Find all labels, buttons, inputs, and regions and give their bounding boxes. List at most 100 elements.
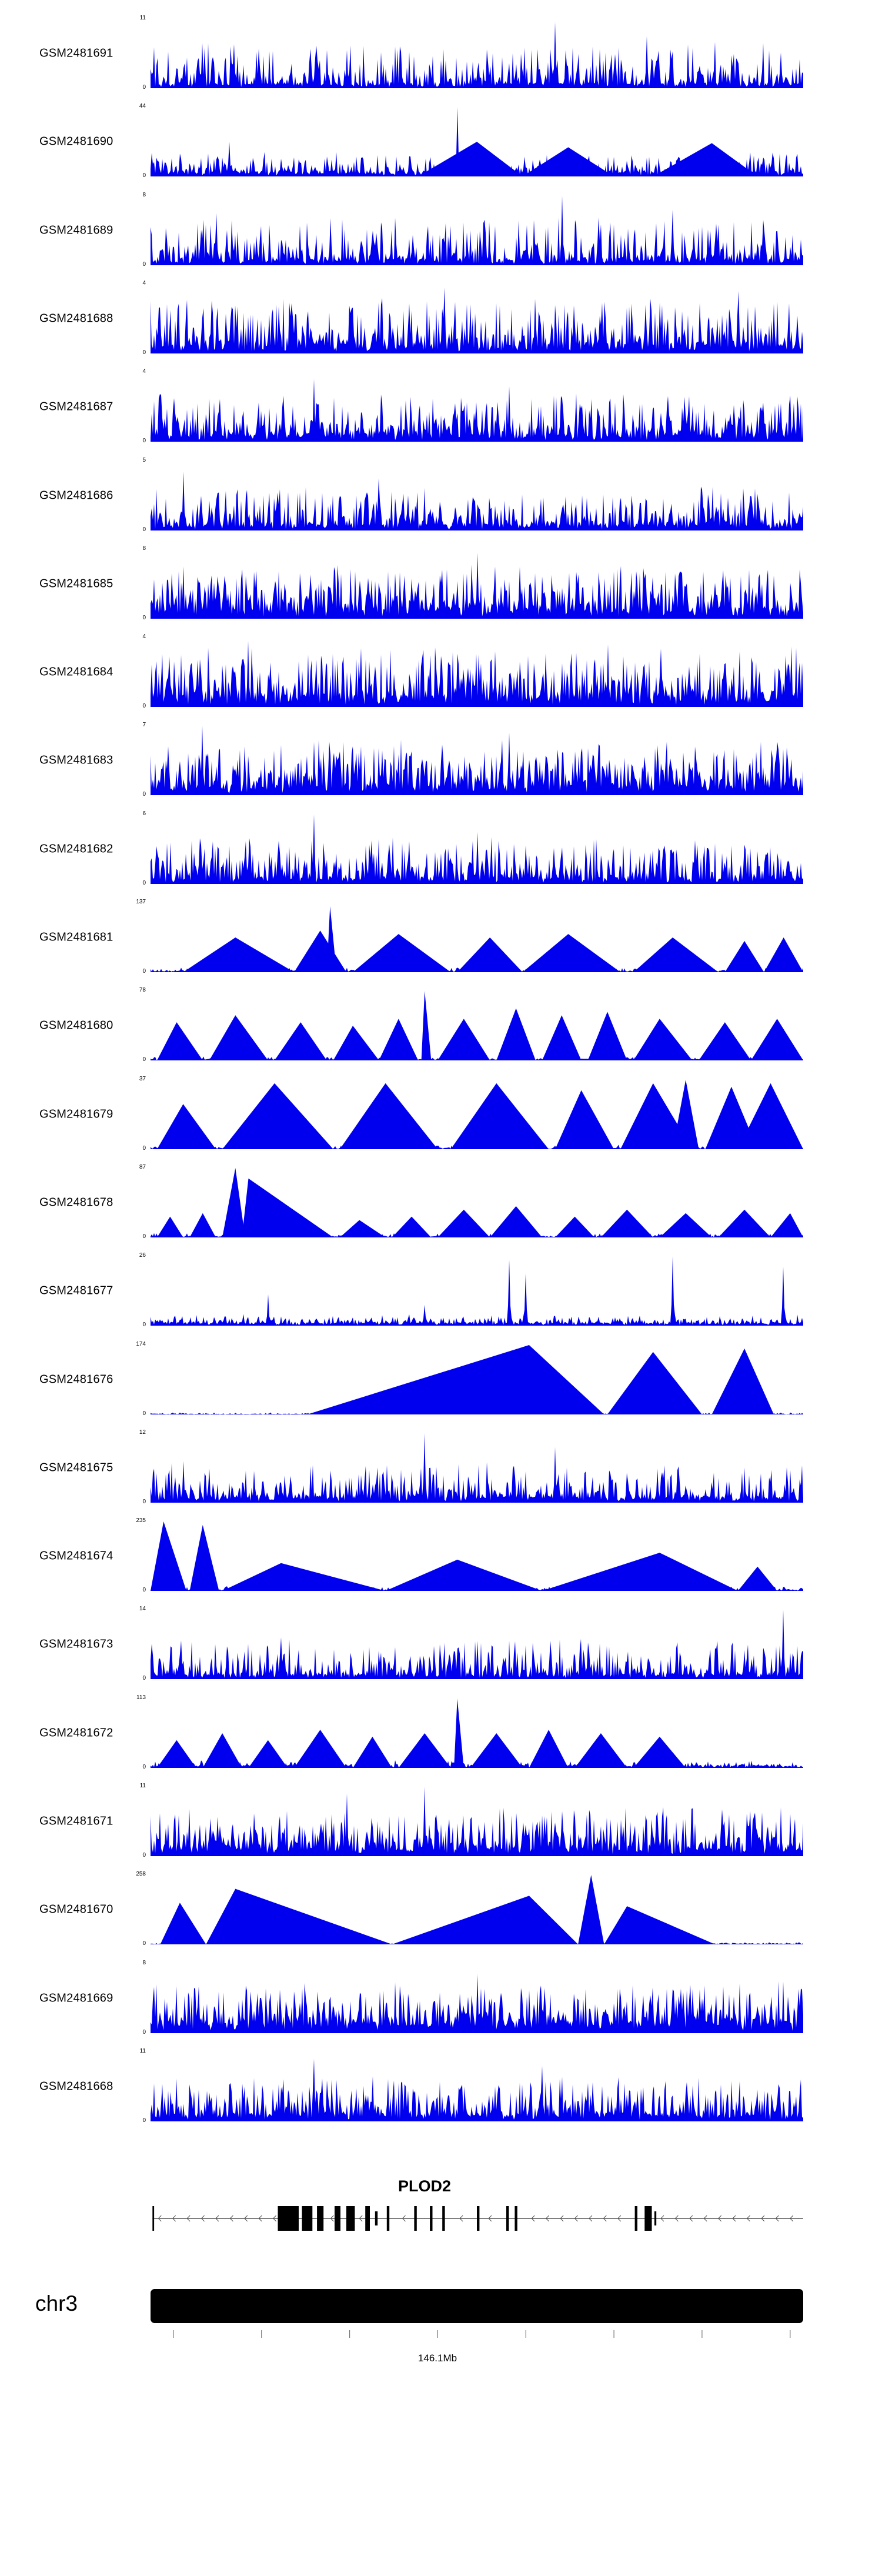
signal-area — [151, 726, 803, 795]
track-row-GSM2481672: GSM2481672 113 0 — [0, 1695, 882, 1770]
strand-arrow-icon — [158, 2215, 162, 2222]
track-label: GSM2481679 — [39, 1107, 113, 1121]
signal-area — [151, 1345, 803, 1414]
exon-box — [514, 2206, 517, 2231]
signal-area — [151, 1433, 803, 1503]
track-signal-plot — [151, 991, 803, 1060]
track-row-GSM2481676: GSM2481676 174 0 — [0, 1341, 882, 1417]
strand-arrow-icon — [746, 2215, 750, 2222]
track-label: GSM2481690 — [39, 135, 113, 148]
track-ymax-label: 11 — [139, 15, 146, 21]
track-ymin-label: 0 — [142, 1410, 146, 1417]
signal-area — [151, 1787, 803, 1856]
strand-arrow-icon — [201, 2215, 205, 2222]
track-row-GSM2481685: GSM2481685 8 0 — [0, 545, 882, 621]
strand-arrow-icon — [186, 2215, 191, 2222]
track-row-GSM2481681: GSM2481681 137 0 — [0, 899, 882, 975]
track-signal-plot — [151, 549, 803, 619]
signal-area — [151, 22, 803, 88]
signal-area — [151, 196, 803, 265]
track-ymin-label: 0 — [142, 703, 146, 709]
track-row-GSM2481669: GSM2481669 8 0 — [0, 1960, 882, 2036]
track-ymin-label: 0 — [142, 1145, 146, 1152]
track-ymin-label: 0 — [142, 615, 146, 621]
exon-box — [477, 2206, 480, 2231]
track-label: GSM2481668 — [39, 2080, 113, 2093]
track-ymax-label: 7 — [142, 722, 146, 728]
strand-arrow-icon — [531, 2215, 535, 2222]
track-ymax-label: 8 — [142, 545, 146, 552]
track-label: GSM2481675 — [39, 1461, 113, 1474]
track-row-GSM2481671: GSM2481671 11 0 — [0, 1783, 882, 1858]
track-ymin-label: 0 — [142, 791, 146, 798]
strand-arrow-icon — [172, 2215, 176, 2222]
strand-arrow-icon — [402, 2215, 406, 2222]
signal-area — [151, 1080, 803, 1149]
track-signal-plot — [151, 903, 803, 972]
strand-arrow-icon — [617, 2215, 622, 2222]
strand-arrow-icon — [790, 2215, 794, 2222]
track-label: GSM2481685 — [39, 577, 113, 590]
strand-arrow-icon — [660, 2215, 664, 2222]
track-label: GSM2481686 — [39, 489, 113, 502]
track-signal-plot — [151, 196, 803, 265]
track-label: GSM2481683 — [39, 753, 113, 767]
track-ymin-label: 0 — [142, 1852, 146, 1858]
track-label: GSM2481673 — [39, 1637, 113, 1651]
track-ymax-label: 11 — [139, 2048, 146, 2054]
exon-box — [442, 2206, 445, 2231]
track-signal-plot — [151, 815, 803, 884]
track-row-GSM2481688: GSM2481688 4 0 — [0, 281, 882, 356]
track-row-GSM2481674: GSM2481674 235 0 — [0, 1518, 882, 1593]
track-ymin-label: 0 — [142, 2029, 146, 2036]
track-signal-plot — [151, 1964, 803, 2033]
track-label: GSM2481669 — [39, 1991, 113, 2005]
track-row-GSM2481677: GSM2481677 26 0 — [0, 1252, 882, 1328]
strand-arrow-icon — [488, 2215, 492, 2222]
strand-arrow-icon — [459, 2215, 463, 2222]
track-ymin-label: 0 — [142, 1587, 146, 1593]
exon-box — [386, 2206, 390, 2231]
track-label: GSM2481688 — [39, 312, 113, 325]
track-signal-plot — [151, 461, 803, 530]
track-ymax-label: 4 — [142, 633, 146, 640]
gene-model-svg — [152, 2206, 803, 2231]
track-row-GSM2481683: GSM2481683 7 0 — [0, 722, 882, 798]
track-ymin-label: 0 — [142, 1322, 146, 1328]
signal-area — [151, 107, 803, 176]
chromosome-label: chr3 — [35, 2291, 78, 2315]
exon-box — [430, 2206, 433, 2231]
track-label: GSM2481677 — [39, 1284, 113, 1297]
signal-area — [151, 640, 803, 707]
track-signal-plot — [151, 2052, 803, 2121]
track-ymax-label: 26 — [139, 1252, 146, 1259]
strand-arrow-icon — [330, 2215, 334, 2222]
strand-arrow-icon — [272, 2215, 277, 2222]
track-label: GSM2481674 — [39, 1549, 113, 1563]
exon-box — [634, 2206, 637, 2231]
signal-area — [151, 2058, 803, 2121]
track-row-GSM2481679: GSM2481679 37 0 — [0, 1076, 882, 1152]
track-ymin-label: 0 — [142, 172, 146, 179]
exon-box — [506, 2206, 509, 2231]
track-ymin-label: 0 — [142, 1940, 146, 1947]
strand-arrow-icon — [689, 2215, 693, 2222]
strand-arrow-icon — [215, 2215, 219, 2222]
track-ymax-label: 174 — [136, 1341, 146, 1347]
track-signal-plot — [151, 284, 803, 353]
strand-arrow-icon — [359, 2215, 363, 2222]
signal-area — [151, 815, 803, 884]
track-row-GSM2481675: GSM2481675 12 0 — [0, 1430, 882, 1505]
strand-arrow-icon — [703, 2215, 707, 2222]
track-ymin-label: 0 — [142, 1675, 146, 1681]
signal-area — [151, 379, 803, 442]
track-label: GSM2481681 — [39, 930, 113, 944]
track-row-GSM2481690: GSM2481690 44 0 — [0, 104, 882, 179]
track-signal-plot — [151, 1699, 803, 1768]
signal-area — [151, 1610, 803, 1679]
track-ymin-label: 0 — [142, 880, 146, 886]
track-signal-plot — [151, 107, 803, 176]
track-ymax-label: 8 — [142, 192, 146, 198]
track-label: GSM2481670 — [39, 1903, 113, 1916]
strand-arrow-icon — [732, 2215, 736, 2222]
